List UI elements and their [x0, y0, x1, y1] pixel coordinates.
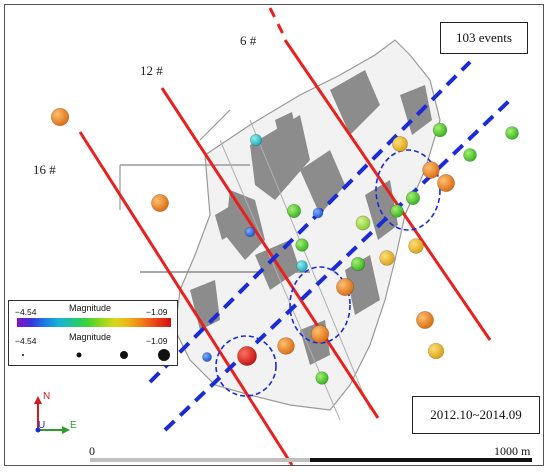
event-marker [505, 126, 519, 140]
cluster-ring [289, 266, 351, 344]
event-marker [286, 204, 301, 219]
event-marker [277, 337, 295, 355]
event-marker [151, 194, 169, 212]
scale-start-label: 0 [89, 444, 95, 458]
event-marker [463, 148, 477, 162]
size-dot-medium [76, 352, 82, 358]
scale-bar [90, 458, 532, 462]
working-face-line-16 [78, 131, 294, 466]
event-marker [350, 256, 365, 271]
compass-up-label: U [38, 420, 46, 431]
event-marker [250, 134, 263, 147]
event-marker [312, 207, 324, 219]
color-legend-max: −1.09 [146, 307, 168, 317]
working-face-line-12 [160, 87, 380, 419]
magnitude-legend: Magnitude −4.54 −1.09 −4.54 Magnitude −1… [8, 300, 178, 366]
color-legend-title: Magnitude [69, 303, 112, 313]
working-face-line-6-dash [268, 7, 287, 39]
north-arrowhead [34, 396, 42, 404]
fault-lines [148, 60, 512, 432]
event-count-label: 103 events [440, 22, 528, 54]
scale-bar-light [90, 458, 310, 462]
size-legend-title: Magnitude [69, 332, 112, 342]
event-marker [310, 324, 330, 344]
size-dot-large [120, 351, 128, 359]
event-marker [244, 226, 256, 238]
working-face-label-12: 12 # [140, 63, 163, 78]
event-marker [390, 204, 404, 218]
event-marker [392, 136, 408, 152]
east-arrowhead [62, 426, 70, 434]
working-face-line-6 [283, 39, 492, 341]
event-marker [422, 161, 440, 179]
goaf-block [225, 190, 265, 260]
goaf-block [215, 205, 238, 240]
compass-east-label: E [70, 420, 77, 431]
size-legend-dots [22, 349, 170, 361]
event-marker [437, 174, 455, 192]
working-face-label-6: 6 # [240, 33, 257, 48]
goaf-block [330, 70, 380, 135]
scale-bar-dark [310, 458, 532, 462]
event-marker [336, 278, 354, 296]
fault-line-upper [148, 60, 472, 384]
event-marker [202, 352, 212, 362]
fault-line-lower [163, 98, 512, 432]
size-dot-small [22, 354, 24, 356]
event-marker [379, 250, 395, 266]
goaf-block [400, 85, 432, 135]
size-legend-min: −4.54 [15, 336, 37, 346]
cluster-ring [375, 149, 441, 231]
compass-north-label: N [43, 391, 51, 402]
up-axis [35, 427, 41, 433]
event-marker [408, 238, 424, 254]
event-marker [416, 311, 434, 329]
working-face-label-16: 16 # [33, 162, 56, 177]
events-layer [50, 107, 519, 385]
event-marker [432, 122, 448, 138]
roadway [249, 119, 371, 411]
event-marker [315, 371, 329, 385]
event-marker [237, 346, 257, 366]
event-marker [355, 215, 371, 231]
event-marker [50, 107, 70, 127]
goaf-block [345, 255, 380, 315]
scale-end-label: 1000 m [494, 444, 531, 458]
magnitude-colorbar [17, 318, 171, 327]
event-marker [427, 342, 445, 360]
compass [34, 396, 70, 434]
goaf-block [275, 112, 298, 148]
working-face-lines [78, 7, 492, 466]
event-marker [405, 191, 420, 206]
roadway [199, 109, 231, 141]
color-legend-min: −4.54 [15, 307, 37, 317]
date-range-label: 2012.10~2014.09 [412, 396, 540, 434]
event-marker [295, 238, 309, 252]
goaf-block [300, 150, 345, 215]
size-dot-xlarge [158, 349, 170, 361]
event-marker [296, 260, 308, 272]
cluster-ring [215, 335, 277, 397]
size-legend-max: −1.09 [146, 336, 168, 346]
